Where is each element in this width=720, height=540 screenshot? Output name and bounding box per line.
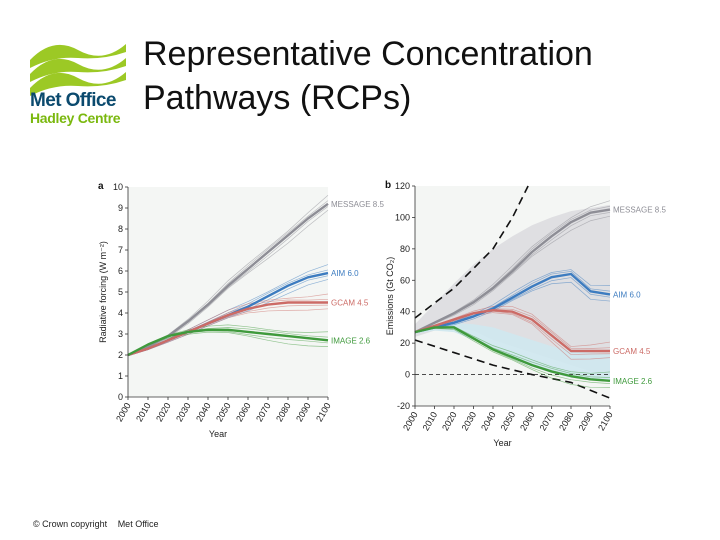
x-tick-label: 2030 (174, 401, 193, 423)
scenario-variant-line (414, 215, 611, 333)
footer-copyright: © Crown copyright (33, 519, 108, 529)
x-tick-label: 2050 (499, 410, 518, 432)
series-label-message: MESSAGE 8.5 (331, 200, 384, 209)
y-tick-label: 8 (118, 224, 123, 234)
x-tick-label: 2020 (154, 401, 173, 423)
x-axis-title: Year (209, 429, 227, 439)
x-tick-label: 2060 (234, 401, 253, 423)
scenario-variant-line (414, 281, 611, 333)
x-tick-label: 2040 (194, 401, 213, 423)
y-tick-label: 2 (118, 350, 123, 360)
dashed-reference-line (414, 185, 529, 319)
y-tick-label: 80 (400, 244, 410, 254)
series-label-message: MESSAGE 8.5 (613, 206, 666, 215)
x-tick-label: 2070 (538, 410, 557, 432)
x-tick-label: 2060 (518, 410, 537, 432)
y-tick-label: 1 (118, 371, 123, 381)
x-tick-label: 2080 (557, 410, 576, 432)
x-tick-label: 2030 (460, 410, 479, 432)
slide-title: Representative Concentration Pathways (R… (143, 32, 703, 120)
series-label-gcam: GCAM 4.5 (331, 299, 369, 308)
x-tick-label: 2100 (314, 401, 333, 423)
scenario-variant-line (127, 308, 329, 356)
y-tick-label: 0 (118, 392, 123, 402)
x-tick-label: 2000 (114, 401, 133, 423)
x-tick-label: 2090 (294, 401, 313, 423)
y-tick-label: 9 (118, 203, 123, 213)
y-tick-label: 7 (118, 245, 123, 255)
series-label-image: IMAGE 2.6 (331, 336, 371, 345)
series-label-image: IMAGE 2.6 (613, 377, 653, 386)
x-tick-label: 2040 (479, 410, 498, 432)
met-office-logo-waves-icon (30, 44, 126, 96)
panel-label: a (98, 181, 104, 192)
series-line-message (414, 208, 611, 334)
y-tick-label: 5 (118, 287, 123, 297)
footer-organisation: Met Office (117, 519, 159, 529)
logo-name: Met Office (30, 90, 116, 111)
x-tick-label: 2000 (401, 410, 420, 432)
panel-b: MESSAGE 8.5 AIM 6.0 GCAM 4.5 IMAGE 2.6 -20 0 2… (385, 180, 666, 448)
y-tick-label: -20 (397, 401, 410, 411)
scenario-variant-line (127, 209, 329, 356)
series-label-aim: AIM 6.0 (331, 269, 359, 278)
title-line-1: Representative Concentration (143, 35, 593, 73)
panel-label: b (385, 180, 391, 191)
y-axis-title: Radiative forcing (W m⁻²) (98, 241, 108, 343)
series-line-gcam (414, 308, 610, 353)
scenario-variant-line (414, 328, 611, 388)
footer: © Crown copyright Met Office (33, 519, 167, 529)
logo-subname: Hadley Centre (30, 110, 121, 126)
y-tick-label: 0 (405, 370, 410, 380)
x-tick-label: 2050 (214, 401, 233, 423)
uncertainty-band (415, 204, 610, 375)
y-tick-label: 6 (118, 266, 123, 276)
series-label-gcam: GCAM 4.5 (613, 347, 651, 356)
title-line-2: Pathways (RCPs) (143, 79, 412, 117)
panel-a: MESSAGE 8.5 AIM 6.0 GCAM 4.5 IMAGE 2.6 0 1 2 3 4… (98, 181, 384, 439)
x-tick-label: 2100 (596, 410, 615, 432)
series-line-image (127, 328, 329, 357)
x-axis-title: Year (493, 438, 511, 448)
series-label-aim: AIM 6.0 (613, 290, 641, 299)
y-tick-label: 100 (395, 212, 410, 222)
x-tick-label: 2090 (577, 410, 596, 432)
plot-area (128, 187, 328, 397)
series-line-gcam (127, 301, 328, 357)
x-tick-label: 2010 (134, 401, 153, 423)
x-tick-label: 2070 (254, 401, 273, 423)
y-tick-label: 3 (118, 329, 123, 339)
y-tick-label: 40 (400, 307, 410, 317)
y-tick-label: 10 (113, 182, 123, 192)
y-tick-label: 60 (400, 275, 410, 285)
series-line-image (414, 326, 611, 383)
series-line-aim (414, 272, 611, 334)
y-tick-label: 120 (395, 181, 410, 191)
y-tick-label: 4 (118, 308, 123, 318)
x-tick-label: 2080 (274, 401, 293, 423)
y-tick-label: 20 (400, 338, 410, 348)
y-axis-title: Emissions (Gt CO₂) (385, 257, 395, 336)
x-tick-label: 2010 (421, 410, 440, 432)
x-tick-label: 2020 (440, 410, 459, 432)
